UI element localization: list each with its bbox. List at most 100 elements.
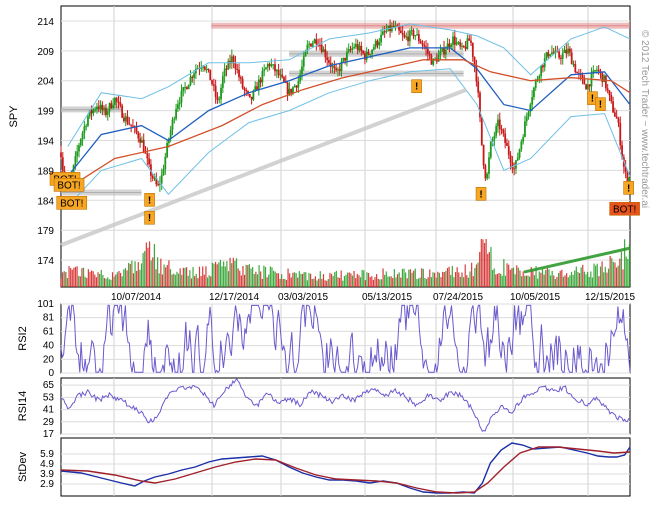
volume-bar bbox=[227, 271, 230, 287]
volume-bar bbox=[541, 268, 544, 287]
candle-body bbox=[586, 84, 589, 90]
volume-bar bbox=[301, 273, 304, 287]
volume-bar bbox=[358, 275, 360, 287]
volume-bar bbox=[577, 271, 579, 287]
candle-body bbox=[477, 81, 480, 93]
volume-bar bbox=[558, 273, 560, 287]
candle-body bbox=[489, 141, 492, 158]
signal-badge-label: BOT! bbox=[60, 198, 83, 209]
candle-body bbox=[155, 177, 158, 185]
candle-body bbox=[595, 69, 598, 71]
warning-marker bbox=[475, 187, 487, 201]
volume-bar bbox=[234, 260, 236, 287]
volume-bar bbox=[543, 274, 545, 287]
candle-body bbox=[479, 92, 481, 118]
candle-body bbox=[583, 77, 586, 85]
volume-bar bbox=[81, 268, 83, 287]
volume-bar bbox=[427, 277, 429, 287]
volume-bar bbox=[475, 264, 478, 287]
volume-bar bbox=[388, 276, 391, 287]
price-axis-label: SPY bbox=[8, 105, 20, 128]
candle-body bbox=[626, 171, 629, 187]
volume-bar bbox=[189, 270, 191, 287]
candle-body bbox=[322, 49, 325, 53]
volume-bar bbox=[501, 275, 503, 287]
volume-bar bbox=[116, 272, 118, 287]
volume-bar bbox=[340, 270, 342, 287]
candle-body bbox=[364, 53, 366, 60]
candle-body bbox=[241, 78, 244, 89]
candle-body bbox=[466, 38, 469, 49]
volume-bar bbox=[129, 263, 131, 287]
candle-body bbox=[624, 166, 627, 172]
volume-bar bbox=[187, 275, 189, 287]
volume-bar bbox=[247, 265, 249, 287]
volume-bar bbox=[366, 272, 368, 287]
volume-bar bbox=[574, 270, 576, 287]
candle-body bbox=[371, 49, 373, 55]
volume-bar bbox=[239, 270, 241, 287]
candle-body bbox=[110, 103, 113, 109]
volume-bar bbox=[334, 272, 336, 287]
volume-bar bbox=[245, 264, 247, 287]
candle-body bbox=[306, 44, 309, 51]
candle-body bbox=[473, 57, 476, 67]
candle-body bbox=[76, 151, 79, 157]
volume-bar bbox=[414, 268, 416, 287]
volume-bar bbox=[382, 268, 384, 287]
volume-bar bbox=[422, 268, 424, 287]
volume-bar bbox=[282, 278, 284, 287]
candle-body bbox=[159, 183, 161, 185]
candle-body bbox=[608, 90, 611, 96]
volume-bar bbox=[603, 272, 605, 287]
candle-body bbox=[220, 87, 222, 100]
volume-bar bbox=[379, 279, 381, 287]
volume-bar bbox=[628, 244, 631, 287]
volume-bar bbox=[453, 277, 455, 287]
price-tick-label: 194 bbox=[37, 137, 54, 148]
volume-bar bbox=[591, 277, 594, 287]
volume-bar bbox=[567, 277, 569, 287]
candle-body bbox=[164, 156, 167, 170]
volume-bar bbox=[150, 260, 152, 287]
candle-body bbox=[61, 157, 64, 172]
candle-body bbox=[74, 156, 77, 166]
volume-bar bbox=[102, 274, 104, 287]
volume-bar bbox=[223, 261, 225, 287]
rsi2-tick-label: 81 bbox=[43, 313, 55, 324]
volume-bar bbox=[263, 265, 265, 287]
candle-body bbox=[254, 86, 257, 91]
volume-bar bbox=[152, 257, 154, 287]
candle-body bbox=[590, 73, 593, 87]
candle-body bbox=[151, 175, 154, 179]
candle-body bbox=[613, 112, 616, 117]
candle-body bbox=[525, 116, 528, 122]
candle-body bbox=[367, 51, 370, 55]
candle-body bbox=[410, 30, 413, 32]
candle-body bbox=[166, 143, 168, 157]
candle-body bbox=[383, 31, 386, 33]
volume-bar bbox=[380, 279, 383, 287]
volume-bar bbox=[119, 272, 122, 287]
volume-bar bbox=[376, 274, 378, 287]
candle-body bbox=[416, 34, 418, 36]
volume-bar bbox=[94, 274, 96, 287]
candle-body bbox=[121, 105, 124, 118]
candle-body bbox=[390, 26, 393, 32]
candle-body bbox=[500, 128, 503, 130]
volume-bar bbox=[108, 279, 110, 287]
volume-bar bbox=[604, 266, 606, 287]
candle-body bbox=[123, 117, 125, 122]
volume-bar bbox=[142, 252, 144, 287]
candle-body bbox=[480, 117, 483, 145]
volume-bar bbox=[490, 246, 492, 287]
candle-body bbox=[265, 67, 267, 70]
signal-badge-label: BOT! bbox=[57, 180, 80, 191]
volume-bar bbox=[95, 277, 98, 287]
volume-bar bbox=[529, 276, 531, 287]
volume-bar bbox=[311, 279, 313, 287]
volume-bar bbox=[393, 269, 395, 287]
volume-bar bbox=[284, 278, 286, 287]
volume-bar bbox=[355, 278, 357, 287]
volume-bar bbox=[540, 272, 542, 287]
